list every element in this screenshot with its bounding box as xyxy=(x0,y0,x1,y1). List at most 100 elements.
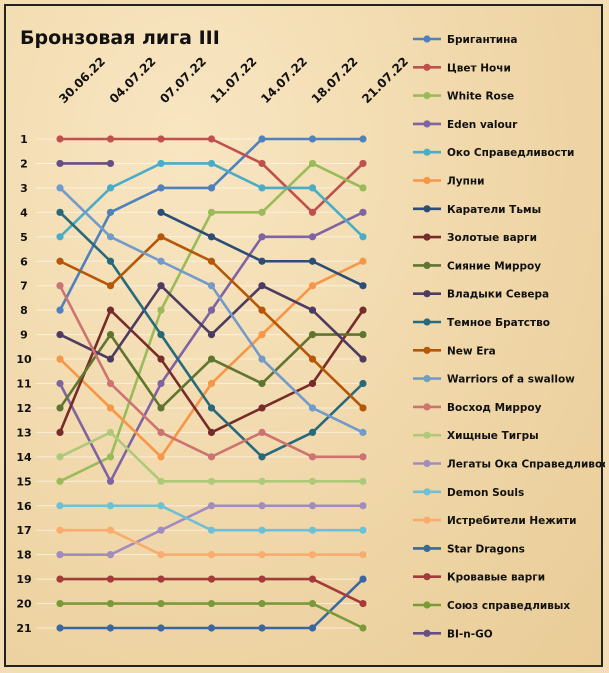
legend-label: Темное Братство xyxy=(447,317,550,329)
data-point xyxy=(207,257,216,265)
legend-marker xyxy=(423,375,431,383)
y-tick-label: 20 xyxy=(16,598,32,611)
series-7 xyxy=(56,306,367,436)
data-point xyxy=(106,599,115,608)
data-point xyxy=(207,453,216,461)
data-point xyxy=(308,257,317,265)
data-point xyxy=(207,233,216,241)
series-13 xyxy=(56,282,367,461)
data-point xyxy=(157,306,165,314)
data-point xyxy=(56,477,64,485)
legend-label: Восход Мирроу xyxy=(447,402,542,414)
data-point xyxy=(308,404,317,412)
data-point xyxy=(106,159,115,168)
legend-label: Владыки Севера xyxy=(447,289,549,301)
data-point xyxy=(56,184,64,192)
legend-label: Eden valour xyxy=(447,119,518,131)
legend-item: Хищные Тигры xyxy=(413,430,539,442)
data-point xyxy=(359,526,367,534)
data-point xyxy=(56,159,64,168)
legend-marker xyxy=(423,601,431,609)
data-point xyxy=(308,159,317,168)
data-point xyxy=(207,184,216,192)
legend-label: Кровавые варги xyxy=(447,572,545,584)
data-point xyxy=(258,355,266,363)
data-point xyxy=(207,526,216,534)
legend-item: Око Справедливости xyxy=(413,147,574,159)
data-point xyxy=(258,428,266,436)
series-14 xyxy=(56,428,367,485)
legend-label: Demon Souls xyxy=(447,487,524,499)
data-point xyxy=(207,624,216,632)
y-tick-label: 18 xyxy=(16,549,31,562)
legend-marker xyxy=(423,35,431,43)
data-point xyxy=(308,208,317,216)
data-point xyxy=(56,379,64,388)
data-point xyxy=(106,184,115,192)
series-11 xyxy=(56,233,367,412)
data-point xyxy=(359,233,367,241)
data-point xyxy=(359,331,367,339)
legend-label: BI-n-GO xyxy=(447,628,493,640)
chart-title: Бронзовая лига III xyxy=(20,27,220,49)
legend-label: New Era xyxy=(447,345,496,357)
series-line xyxy=(58,504,365,532)
data-point xyxy=(106,135,115,143)
series-line xyxy=(58,528,365,556)
series-line xyxy=(58,137,365,214)
data-point xyxy=(56,233,64,241)
y-tick-label: 7 xyxy=(20,280,28,293)
legend-marker xyxy=(423,516,431,524)
data-point xyxy=(157,208,165,216)
series-6 xyxy=(157,208,367,290)
data-point xyxy=(207,551,216,559)
legend-marker xyxy=(423,233,431,241)
data-point xyxy=(157,184,165,192)
legend-label: Хищные Тигры xyxy=(447,430,539,442)
series-0 xyxy=(56,135,367,314)
legend-item: White Rose xyxy=(413,91,514,103)
data-point xyxy=(106,355,115,363)
x-axis-labels: 30.06.2204.07.2207.07.2211.07.2214.07.22… xyxy=(56,54,411,106)
legend-label: Бригантина xyxy=(447,34,518,46)
legend-marker xyxy=(423,573,431,581)
data-point xyxy=(308,551,317,559)
legend-marker xyxy=(423,290,431,298)
data-point xyxy=(359,355,367,363)
data-point xyxy=(258,551,266,559)
data-point xyxy=(308,453,317,461)
legend-item: Восход Мирроу xyxy=(413,402,542,414)
data-point xyxy=(359,208,367,216)
legend-item: New Era xyxy=(413,345,496,357)
legend-marker xyxy=(423,318,431,326)
data-point xyxy=(258,306,266,314)
legend-item: Star Dragons xyxy=(413,543,525,555)
data-point xyxy=(207,355,216,363)
legend-item: BI-n-GO xyxy=(413,628,493,640)
legend-marker xyxy=(423,92,431,100)
data-point xyxy=(207,331,216,339)
series-12 xyxy=(56,184,367,436)
legend-item: Кровавые варги xyxy=(413,572,545,584)
legend-item: Бригантина xyxy=(413,34,518,46)
y-tick-label: 2 xyxy=(20,157,28,170)
series-20 xyxy=(56,599,367,632)
data-point xyxy=(106,331,115,339)
series-18 xyxy=(56,575,367,632)
data-point xyxy=(308,624,317,632)
data-point xyxy=(56,135,64,143)
data-point xyxy=(308,379,317,388)
data-point xyxy=(56,526,64,534)
data-point xyxy=(359,453,367,461)
y-tick-label: 19 xyxy=(16,573,31,586)
data-point xyxy=(56,575,64,583)
data-point xyxy=(157,257,165,265)
data-point xyxy=(359,306,367,314)
data-point xyxy=(106,306,115,314)
series-4 xyxy=(56,159,367,241)
y-tick-label: 4 xyxy=(20,206,28,219)
x-tick-label: 30.06.22 xyxy=(56,54,108,106)
data-point xyxy=(157,575,165,583)
data-point xyxy=(56,599,64,608)
data-point xyxy=(359,502,367,510)
